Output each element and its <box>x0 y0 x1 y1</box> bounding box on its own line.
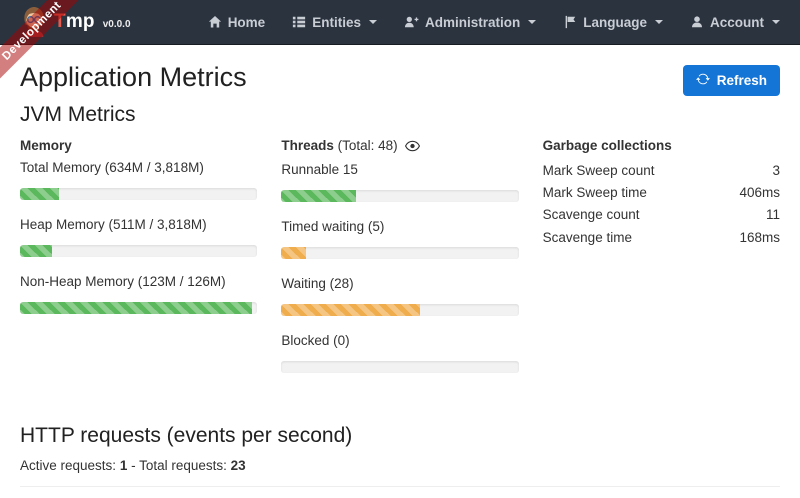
top-navbar: Tmp v0.0.0 Home Entities Administration <box>0 0 800 45</box>
page-title: Application Metrics <box>20 62 247 92</box>
nav-item-label: Administration <box>424 14 521 30</box>
gc-row: Scavenge time 168ms <box>543 227 780 249</box>
jvm-metrics-title: JVM Metrics <box>20 103 136 126</box>
metric-label: Non-Heap Memory (123M / 126M) <box>20 274 226 289</box>
progress-track <box>281 247 519 259</box>
gc-label: Scavenge count <box>542 207 640 223</box>
nav-item-administration[interactable]: Administration <box>404 14 537 30</box>
nav-menu: Home Entities Administration Language <box>208 15 780 30</box>
chevron-down-icon <box>528 20 537 24</box>
refresh-button[interactable]: Refresh <box>682 65 780 96</box>
col-header-code: Code <box>20 487 142 498</box>
gc-title: Garbage collections <box>542 138 672 153</box>
nav-item-label: Entities <box>312 14 361 30</box>
eye-icon[interactable] <box>405 140 421 155</box>
nav-item-label: Account <box>710 14 764 30</box>
progress-track <box>281 361 519 373</box>
col-header-avg5: Average (5 min) <box>460 487 621 498</box>
refresh-label: Refresh <box>716 73 767 88</box>
progress-track <box>281 190 519 202</box>
gc-row: Mark Sweep time 406ms <box>543 182 780 204</box>
http-requests-title: HTTP requests (events per second) <box>20 424 353 447</box>
gc-value: 3 <box>772 163 780 178</box>
col-header-avg1: Average (1 min) <box>301 487 461 498</box>
metric-label: Heap Memory (511M / 3,818M) <box>20 217 207 232</box>
threads-column: Threads (Total: 48) Runnable 15 Timed wa… <box>281 138 519 390</box>
gc-label: Mark Sweep count <box>542 163 655 178</box>
nav-item-label: Home <box>227 14 266 30</box>
gc-row: Scavenge count 11 <box>543 204 780 226</box>
flag-icon <box>563 15 577 29</box>
gc-label: Mark Sweep time <box>542 185 647 201</box>
progress-bar <box>20 245 52 257</box>
gc-value: 168ms <box>739 229 780 245</box>
progress-bar <box>20 188 60 200</box>
refresh-icon <box>695 72 710 89</box>
nav-item-entities[interactable]: Entities <box>292 15 377 30</box>
http-requests-section: HTTP requests (events per second) Active… <box>20 424 780 498</box>
gc-column: Garbage collections Mark Sweep count 3 M… <box>543 138 780 390</box>
metric-label: Runnable 15 <box>281 162 358 177</box>
progress-bar <box>281 247 306 259</box>
metric-label: Total Memory (634M / 3,818M) <box>20 160 204 175</box>
col-header-mean: Mean <box>240 487 302 498</box>
total-requests-value: 23 <box>230 458 246 473</box>
metric-label: Timed waiting (5) <box>281 219 385 234</box>
nav-item-account[interactable]: Account <box>690 15 780 30</box>
active-requests-value: 1 <box>119 458 128 473</box>
app-name: Tmp <box>54 11 95 32</box>
col-header-avg15: Average (15 min) <box>620 487 780 498</box>
metric-label: Blocked (0) <box>281 333 350 348</box>
progress-track <box>20 188 258 200</box>
progress-bar <box>281 304 420 316</box>
metric-timed-waiting: Timed waiting (5) <box>281 219 519 259</box>
divider <box>20 486 780 487</box>
home-icon <box>208 15 222 29</box>
http-requests-table: Code Count Mean Average (1 min) Average … <box>20 487 780 498</box>
progress-bar <box>20 302 252 314</box>
metric-runnable: Runnable 15 <box>281 162 519 202</box>
metric-label: Waiting (28) <box>281 276 354 291</box>
app-version: v0.0.0 <box>102 18 131 30</box>
memory-column: Memory Total Memory (634M / 3,818M) Heap… <box>20 138 258 390</box>
col-header-count: Count <box>141 487 241 498</box>
progress-track <box>20 245 258 257</box>
memory-title: Memory <box>20 138 72 153</box>
metric-nonheap-memory: Non-Heap Memory (123M / 126M) <box>20 274 258 314</box>
progress-bar <box>281 190 356 202</box>
requests-summary: Active requests: 1 - Total requests: 23 <box>20 458 246 473</box>
gc-row: Mark Sweep count 3 <box>543 160 780 182</box>
gc-value: 406ms <box>739 185 780 201</box>
main-content: Application Metrics Refresh JVM Metrics … <box>0 45 800 498</box>
threads-title: Threads (Total: 48) <box>281 138 518 155</box>
user-plus-icon <box>404 15 419 29</box>
gc-label: Scavenge time <box>542 229 632 245</box>
table-header-row: Code Count Mean Average (1 min) Average … <box>20 487 780 498</box>
user-icon <box>690 15 704 29</box>
hipster-avatar-icon <box>20 5 48 40</box>
metric-blocked: Blocked (0) <box>281 333 519 373</box>
nav-item-label: Language <box>583 14 647 30</box>
progress-track <box>281 304 519 316</box>
chevron-down-icon <box>655 20 663 24</box>
list-icon <box>292 15 306 29</box>
nav-item-language[interactable]: Language <box>563 15 663 30</box>
metric-total-memory: Total Memory (634M / 3,818M) <box>20 160 258 200</box>
metric-heap-memory: Heap Memory (511M / 3,818M) <box>20 217 258 257</box>
progress-track <box>20 302 258 314</box>
chevron-down-icon <box>368 20 377 24</box>
brand-link[interactable]: Tmp v0.0.0 <box>20 5 131 40</box>
nav-item-home[interactable]: Home <box>208 14 266 30</box>
metric-waiting: Waiting (28) <box>281 276 519 316</box>
chevron-down-icon <box>772 20 780 24</box>
gc-value: 11 <box>765 207 780 223</box>
